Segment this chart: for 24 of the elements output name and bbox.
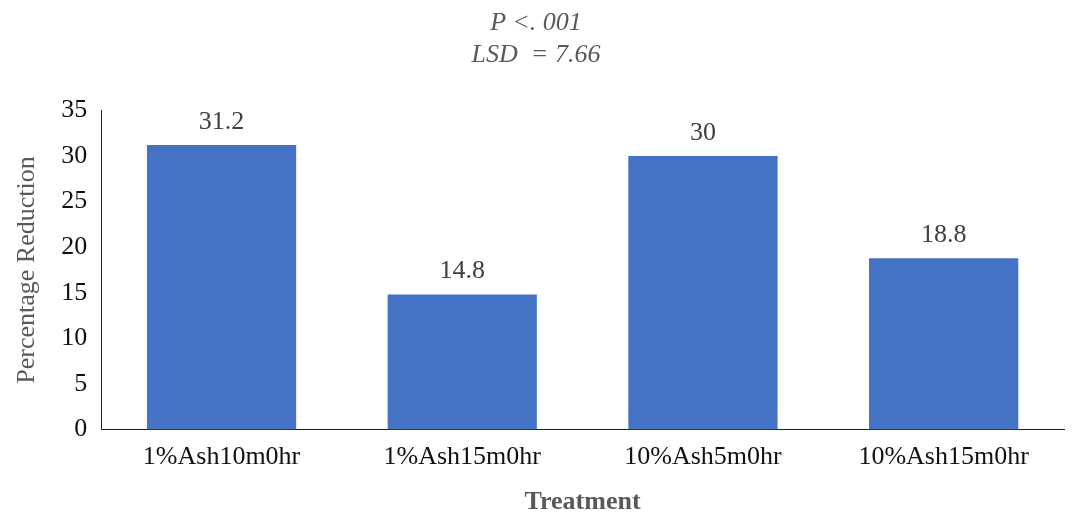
bar: [146, 145, 297, 430]
x-tick-label: 1%Ash10m0hr: [142, 441, 301, 471]
y-tick-label: 10: [61, 322, 88, 352]
chart-title: P <. 001: [489, 7, 582, 37]
y-axis-title: Percentage Reduction: [11, 156, 41, 384]
bar: [387, 294, 537, 430]
x-axis-title: Treatment: [524, 486, 641, 516]
data-label: 14.8: [439, 255, 485, 285]
data-label: 18.8: [920, 218, 967, 248]
data-label: 30: [689, 116, 716, 146]
x-tick-label: 1%Ash15m0hr: [383, 441, 542, 471]
y-tick-label: 20: [61, 231, 88, 261]
y-tick-label: 25: [61, 185, 88, 215]
y-tick-label: 30: [61, 139, 88, 169]
y-tick-label: 0: [74, 413, 88, 443]
chart-subtitle: LSD = 7.66: [470, 38, 601, 68]
x-tick-label: 10%Ash15m0hr: [858, 441, 1030, 471]
y-tick-label: 5: [74, 367, 88, 397]
bar: [628, 156, 778, 430]
x-tick-label: 10%Ash5m0hr: [624, 441, 783, 471]
y-tick-label: 35: [61, 94, 88, 124]
bar: [869, 258, 1019, 430]
y-tick-label: 15: [61, 276, 88, 306]
data-label: 31.2: [198, 105, 245, 135]
